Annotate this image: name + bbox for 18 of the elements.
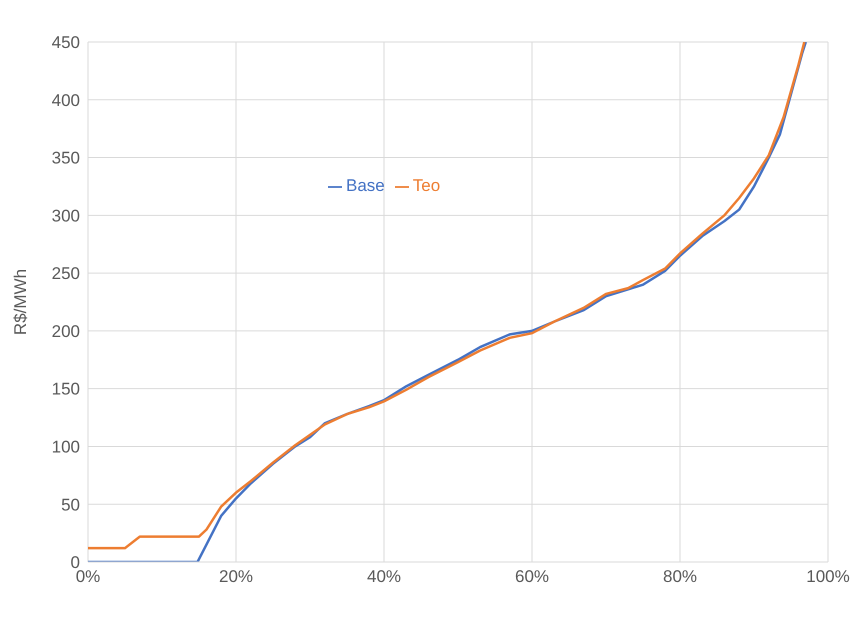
legend-label: Teo [412, 176, 440, 195]
x-tick-label: 0% [76, 567, 100, 586]
y-tick-label: 100 [52, 437, 80, 456]
x-tick-label: 80% [662, 567, 698, 586]
y-tick-label: 150 [52, 380, 80, 399]
x-tick-label: 60% [514, 567, 550, 586]
y-tick-label: 350 [52, 148, 80, 168]
y-tick-label: 250 [52, 264, 80, 284]
y-tick-label: 50 [61, 495, 80, 514]
legend-label: Base [346, 176, 385, 195]
x-tick-label: 40% [366, 567, 402, 586]
y-tick-label: 400 [52, 90, 80, 110]
y-tick-label: 450 [52, 33, 80, 52]
y-tick-label: 300 [52, 206, 80, 226]
x-tick-label: 20% [218, 567, 254, 586]
x-tick-label: 100% [806, 567, 850, 586]
y-tick-label: 200 [52, 322, 80, 341]
y-axis-title: R$/MWh [11, 268, 30, 336]
